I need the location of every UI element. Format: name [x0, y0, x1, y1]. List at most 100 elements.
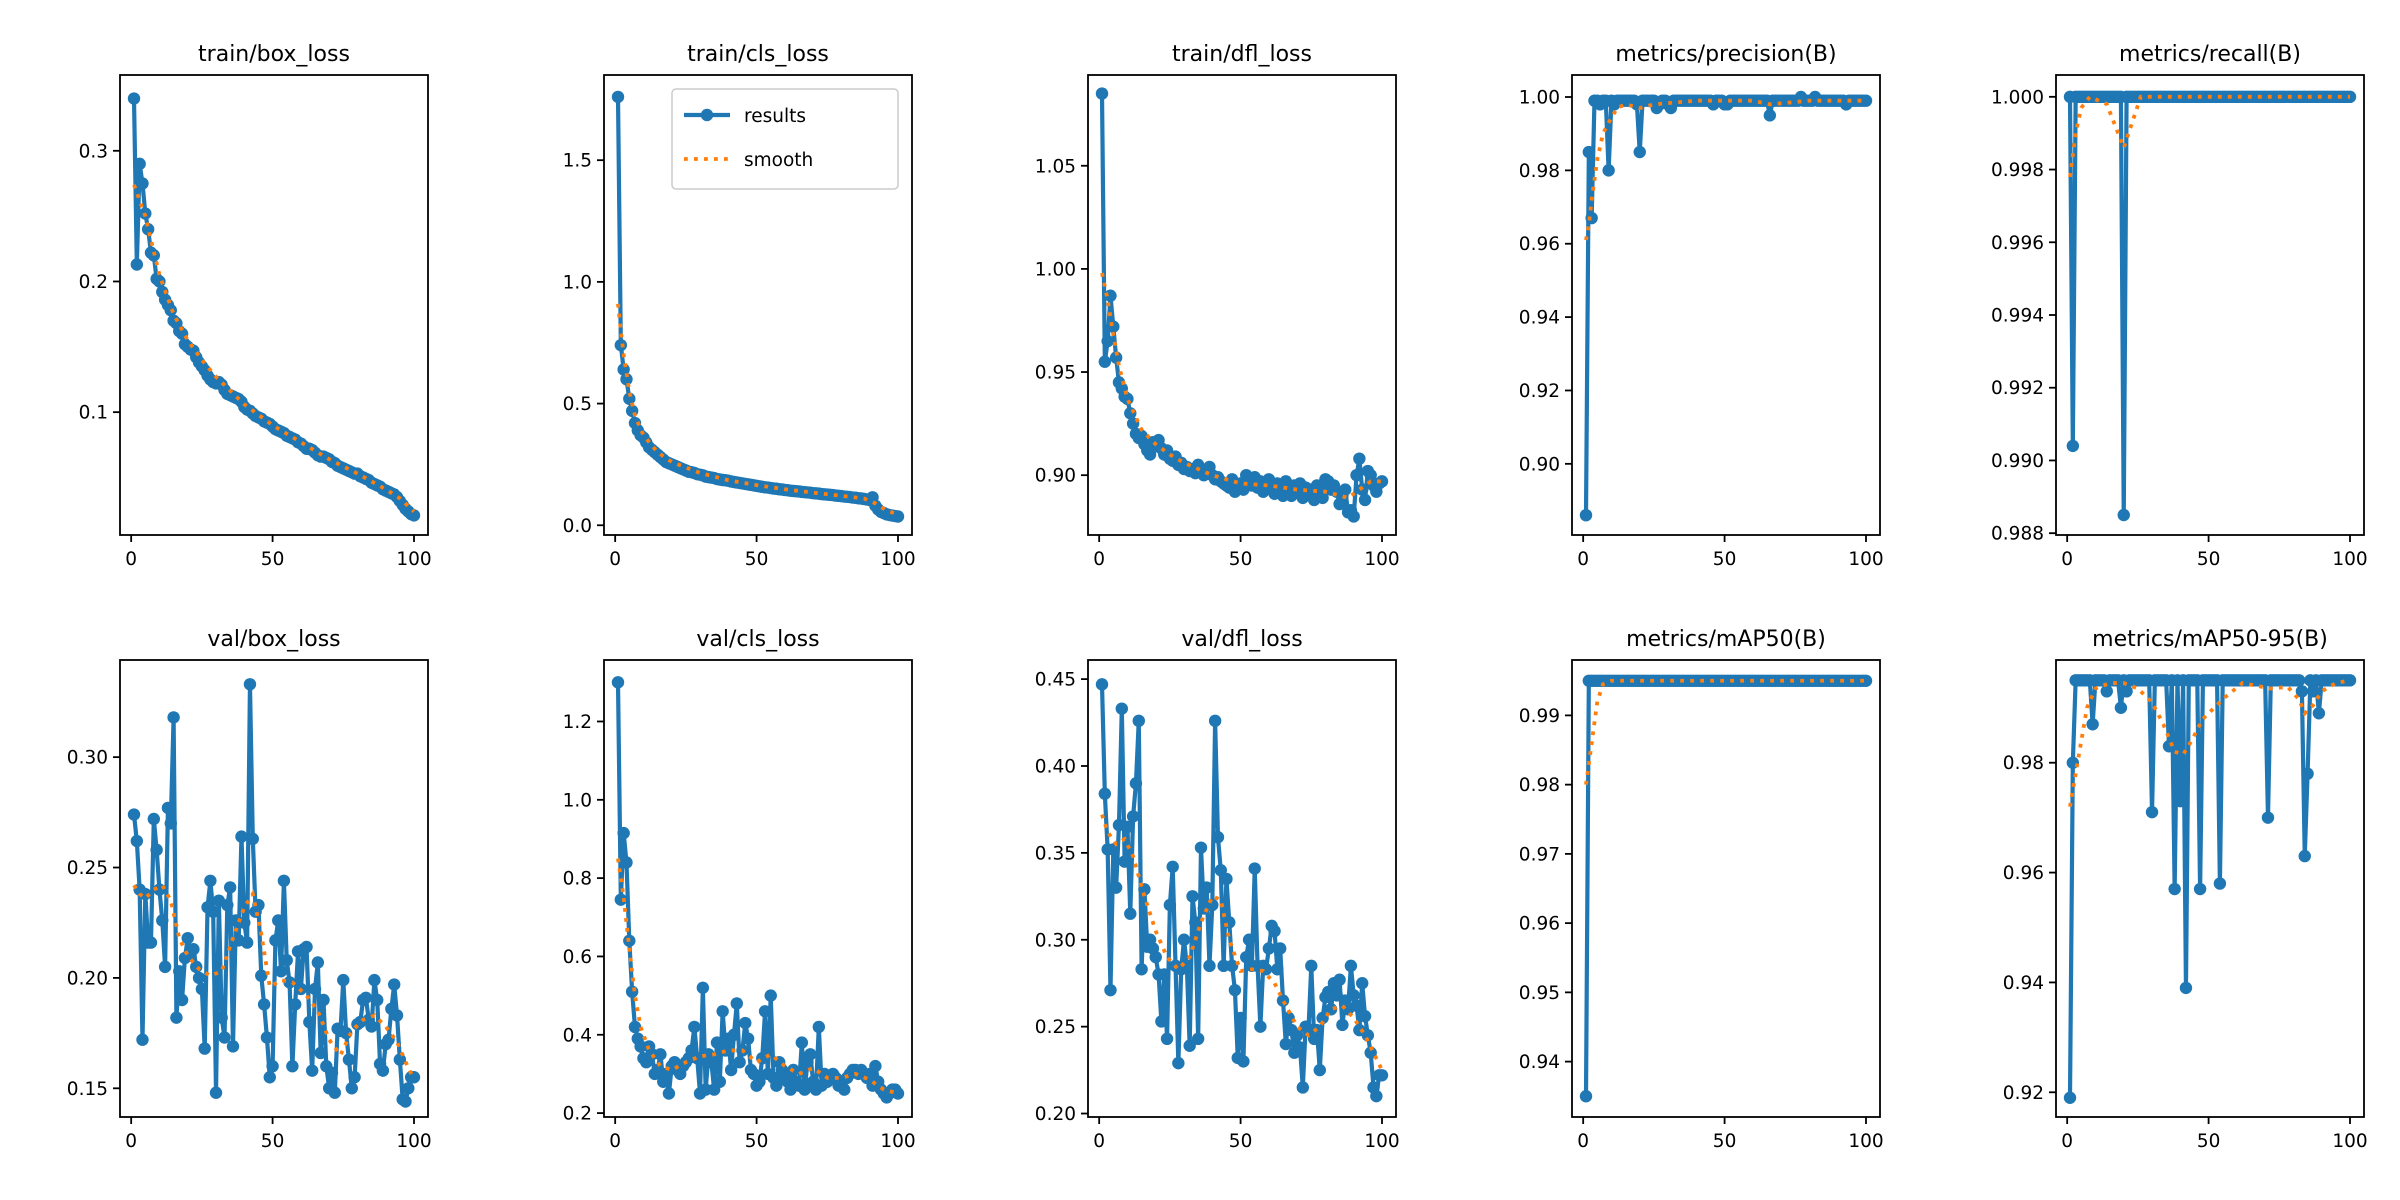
smooth-line — [616, 303, 899, 517]
results-point-epoch-54 — [277, 874, 291, 887]
axes-frame — [2055, 659, 2365, 1118]
x-tick-label: 50 — [1229, 1131, 1253, 1152]
results-point-epoch-100 — [1859, 674, 1873, 687]
smooth-line — [132, 184, 416, 513]
results-point-epoch-2 — [1098, 355, 1112, 368]
results-point-epoch-92 — [869, 1059, 882, 1073]
results-point-epoch-64 — [1273, 942, 1287, 955]
y-tick-label: 0.94 — [2003, 973, 2044, 994]
results-point-epoch-8 — [1115, 702, 1129, 715]
results-point-epoch-72 — [812, 1020, 826, 1034]
results-point-epoch-78 — [345, 1082, 358, 1095]
results-point-epoch-100 — [1859, 94, 1873, 107]
subplot-train-cls-loss: train/cls_loss 0 50 100 0.0 0.5 1.0 1.5 results s… — [563, 42, 916, 570]
x-tick-label: 100 — [880, 549, 915, 570]
results-point-epoch-2 — [1098, 787, 1112, 800]
results-point-epoch-23 — [1158, 968, 1171, 981]
results-point-epoch-46 — [255, 969, 268, 982]
y-tick-label: 0.5 — [563, 394, 592, 415]
results-point-epoch-28 — [1172, 1056, 1185, 1070]
x-tick-label: 0 — [609, 549, 621, 570]
y-tick-label: 0.20 — [1035, 1104, 1076, 1125]
results-point-epoch-55 — [280, 954, 293, 967]
y-tick-label: 0.90 — [1519, 454, 1560, 475]
subplot-val-cls-loss: val/cls_loss 0 50 100 0.2 0.4 0.6 0.8 1.0 1.2 — [563, 627, 916, 1152]
results-point-epoch-7 — [144, 936, 158, 949]
results-point-epoch-49 — [263, 1071, 276, 1084]
results-point-epoch-13 — [161, 801, 175, 815]
results-point-epoch-100 — [891, 1087, 905, 1100]
results-point-epoch-3 — [133, 157, 146, 171]
results-point-epoch-97 — [399, 1095, 412, 1108]
y-tick-label: 0.92 — [1519, 381, 1560, 402]
results-point-epoch-44 — [1217, 959, 1230, 973]
x-tick-label: 100 — [396, 549, 431, 570]
results-point-epoch-86 — [368, 973, 381, 987]
y-tick-label: 0.97 — [1519, 844, 1560, 865]
results-point-epoch-75 — [1305, 959, 1318, 973]
results-point-epoch-10 — [1121, 820, 1134, 834]
results-point-epoch-81 — [838, 1083, 851, 1096]
results-point-epoch-39 — [235, 830, 248, 843]
y-tick-label: 0.96 — [1519, 914, 1560, 935]
results-point-epoch-57 — [286, 1060, 299, 1073]
y-tick-label: 0.8 — [563, 869, 592, 890]
results-point-epoch-20 — [181, 931, 194, 945]
results-point-epoch-58 — [289, 998, 302, 1011]
y-tick-label: 0.30 — [1035, 930, 1076, 951]
results-point-epoch-13 — [1129, 777, 1143, 790]
results-point-epoch-43 — [730, 997, 743, 1010]
results-point-epoch-55 — [1248, 862, 1261, 875]
x-tick-label: 100 — [396, 1131, 431, 1152]
axes-frame — [1087, 659, 1397, 1118]
axes-frame — [2055, 74, 2365, 536]
results-point-epoch-3 — [1585, 211, 1598, 225]
results-point-epoch-66 — [1279, 1037, 1293, 1051]
results-point-epoch-4 — [136, 177, 149, 190]
results-point-epoch-1 — [127, 808, 141, 821]
subplot-title: metrics/precision(B) — [1615, 42, 1836, 67]
results-point-epoch-63 — [1271, 963, 1284, 976]
subplot-title: metrics/recall(B) — [2119, 42, 2301, 67]
results-point-epoch-5 — [1107, 843, 1120, 856]
results-point-epoch-71 — [325, 1066, 339, 1080]
results-point-epoch-10 — [153, 275, 166, 288]
subplot-title: train/dfl_loss — [1172, 42, 1312, 67]
results-point-epoch-5 — [623, 392, 636, 405]
axes-frame — [603, 659, 913, 1118]
results-point-epoch-93 — [388, 978, 401, 991]
results-point-epoch-33 — [218, 1031, 231, 1044]
results-point-epoch-35 — [223, 881, 237, 894]
x-tick-label: 100 — [1364, 1131, 1399, 1152]
x-tick-label: 50 — [745, 549, 769, 570]
results-point-epoch-85 — [2301, 767, 2314, 780]
results-point-epoch-62 — [1268, 924, 1281, 938]
results-point-epoch-31 — [696, 981, 710, 994]
results-point-epoch-57 — [1254, 1020, 1267, 1033]
results-point-epoch-24 — [1160, 1032, 1174, 1046]
plot-area — [1095, 87, 1389, 523]
results-point-epoch-87 — [1339, 483, 1352, 496]
results-point-epoch-34 — [1189, 916, 1202, 929]
results-point-epoch-31 — [1180, 959, 1194, 973]
results-point-epoch-14 — [2100, 685, 2113, 698]
results-point-epoch-26 — [198, 1042, 211, 1055]
x-tick-label: 100 — [1848, 549, 1883, 570]
results-point-epoch-1 — [1095, 87, 1109, 100]
results-point-epoch-14 — [1132, 714, 1145, 728]
results-point-epoch-65 — [308, 982, 322, 996]
subplot-title: train/cls_loss — [687, 42, 829, 67]
results-point-epoch-87 — [371, 993, 384, 1007]
results-point-epoch-53 — [758, 1005, 772, 1018]
results-point-epoch-89 — [2312, 707, 2326, 720]
results-point-epoch-45 — [252, 898, 265, 912]
subplot-metrics-map50-b: metrics/mAP50(B) 0 50 100 0.94 0.95 0.96 0.97 0.… — [1519, 627, 1884, 1152]
results-point-epoch-94 — [1358, 493, 1372, 507]
results-point-epoch-2 — [130, 834, 144, 848]
results-point-epoch-11 — [156, 914, 169, 927]
y-tick-label: 0.94 — [1519, 1052, 1560, 1073]
smooth-line — [132, 882, 416, 1081]
results-point-epoch-66 — [795, 1036, 809, 1049]
results-point-epoch-24 — [192, 971, 206, 985]
